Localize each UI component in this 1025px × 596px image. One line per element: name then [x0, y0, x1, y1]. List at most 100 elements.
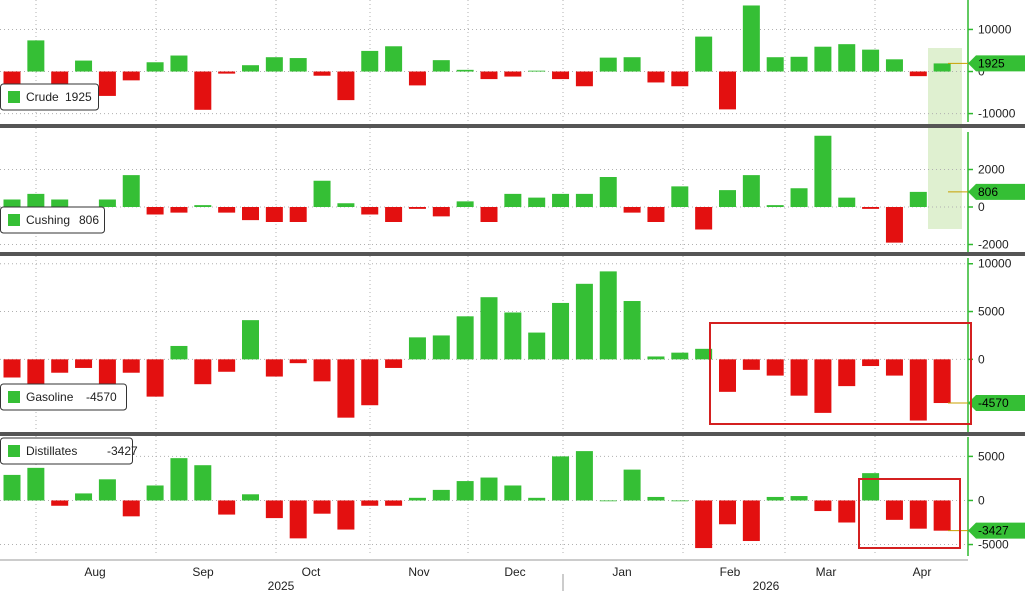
- distillates-bar-31: [742, 500, 760, 542]
- gasoline-bar-26: [623, 301, 641, 360]
- month-label-aug: Aug: [84, 565, 105, 579]
- gasoline-bar-21: [504, 312, 522, 360]
- distillates-bar-13: [313, 500, 331, 514]
- crude-bar-3: [75, 60, 93, 72]
- crude-legend-box: [0, 83, 99, 111]
- crude-bar-22: [528, 70, 546, 72]
- gasoline-bar-14: [337, 359, 355, 418]
- month-label-sep: Sep: [192, 565, 214, 579]
- gasoline-bar-2: [51, 359, 69, 373]
- cushing-bar-17: [408, 207, 426, 209]
- cushing-bar-9: [218, 207, 236, 213]
- gasoline-ytick-label-2: 0: [978, 352, 985, 366]
- month-label-dec: Dec: [504, 565, 525, 579]
- crude-legend-name: Crude: [26, 90, 59, 104]
- panel-divider-0: [0, 124, 1025, 128]
- gasoline-legend-value: -4570: [86, 390, 117, 404]
- cushing-bar-14: [337, 203, 355, 207]
- crude-ytick-label-2: -10000: [978, 107, 1016, 121]
- crude-legend-swatch: [8, 91, 20, 103]
- distillates-bar-39: [933, 500, 951, 531]
- distillates-bar-15: [361, 500, 379, 506]
- cushing-bar-15: [361, 207, 379, 215]
- cushing-bar-7: [170, 207, 188, 213]
- crude-bar-25: [599, 57, 617, 72]
- gasoline-ytick-label-1: 5000: [978, 305, 1005, 319]
- distillates-bar-8: [194, 465, 212, 501]
- cushing-bar-38: [909, 191, 927, 207]
- cushing-last-value-tag: [968, 183, 1025, 200]
- panel-divider-1: [0, 252, 1025, 256]
- distillates-bar-21: [504, 485, 522, 501]
- crude-bar-5: [122, 71, 140, 81]
- crude-bar-37: [885, 59, 903, 72]
- gasoline-bar-35: [838, 359, 856, 387]
- gasoline-bar-10: [242, 320, 259, 360]
- distillates-last-value-tag: [968, 522, 1025, 539]
- crude-bar-11: [265, 57, 283, 72]
- gasoline-bar-7: [170, 345, 188, 360]
- cushing-bar-24: [575, 193, 593, 207]
- cushing-last-value-label: 806: [978, 185, 998, 199]
- gasoline-bar-38: [909, 359, 927, 421]
- gasoline-bar-0: [3, 359, 21, 378]
- cushing-legend-box: [0, 206, 105, 234]
- cushing-bar-26: [623, 207, 641, 213]
- gasoline-bar-19: [456, 316, 474, 360]
- gasoline-bar-16: [385, 359, 403, 368]
- cushing-legend-name: Cushing: [26, 213, 70, 227]
- crude-bar-14: [337, 71, 355, 101]
- year-label-2026: 2026: [753, 579, 780, 591]
- gasoline-bar-30: [719, 359, 736, 392]
- crude-bar-1: [27, 40, 45, 72]
- crude-bar-16: [385, 46, 403, 72]
- crude-bar-34: [814, 46, 832, 72]
- month-label-feb: Feb: [720, 565, 741, 579]
- cushing-bar-30: [719, 190, 736, 207]
- cushing-bar-35: [838, 197, 856, 207]
- crude-bar-17: [408, 71, 426, 86]
- distillates-bar-26: [623, 469, 641, 501]
- distillates-bar-33: [790, 496, 808, 501]
- gasoline-bar-31: [742, 359, 760, 370]
- distillates-bar-0: [3, 474, 21, 501]
- cushing-bar-34: [814, 135, 832, 207]
- distillates-bar-30: [719, 500, 736, 525]
- distillates-legend-name: Distillates: [26, 444, 77, 458]
- distillates-ytick-label-1: 0: [978, 493, 985, 507]
- gasoline-legend-swatch: [8, 391, 20, 403]
- distillates-bar-19: [456, 481, 474, 501]
- cushing-bar-5: [122, 175, 140, 207]
- distillates-bar-37: [885, 500, 903, 520]
- gasoline-bar-17: [408, 337, 426, 360]
- distillates-ytick-label-0: 5000: [978, 449, 1005, 463]
- cushing-bar-11: [265, 207, 283, 222]
- crude-bar-18: [432, 60, 450, 72]
- gasoline-bar-1: [27, 359, 45, 387]
- distillates-bar-3: [75, 493, 93, 501]
- crude-bar-10: [242, 65, 259, 72]
- cushing-bar-8: [194, 205, 212, 207]
- distillates-bar-23: [552, 456, 570, 501]
- distillates-bar-28: [671, 500, 689, 502]
- gasoline-bar-5: [122, 359, 140, 373]
- crude-bar-38: [909, 71, 927, 77]
- crude-legend-value: 1925: [65, 90, 92, 104]
- cushing-bar-22: [528, 197, 546, 207]
- month-label-jan: Jan: [612, 565, 631, 579]
- distillates-bar-14: [337, 500, 355, 530]
- gasoline-bar-34: [814, 359, 832, 413]
- crude-ytick-label-1: 0: [978, 65, 985, 79]
- distillates-bar-17: [408, 497, 426, 501]
- gasoline-bar-9: [218, 359, 236, 372]
- gasoline-bar-27: [647, 356, 665, 360]
- crude-bar-13: [313, 71, 331, 76]
- cushing-ytick-label-1: 0: [978, 200, 985, 214]
- gasoline-legend-box: [0, 383, 127, 411]
- crude-bar-15: [361, 50, 379, 72]
- gasoline-bar-15: [361, 359, 379, 406]
- cushing-bar-32: [766, 205, 784, 207]
- cushing-bar-27: [647, 207, 665, 222]
- cushing-legend-value: 806: [79, 213, 99, 227]
